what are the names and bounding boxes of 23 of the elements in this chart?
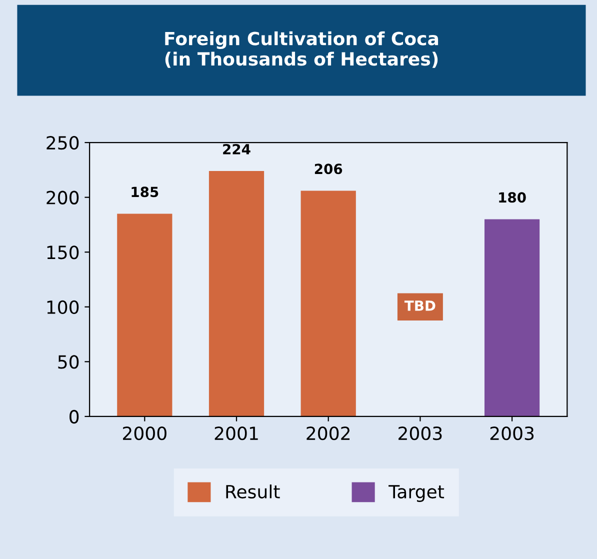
y-tick-label: 250	[46, 136, 79, 150]
x-tick-label: 2002	[306, 426, 350, 440]
y-tick-label: 200	[46, 190, 79, 204]
x-tick-label: 2001	[214, 426, 258, 440]
bar	[300, 190, 356, 416]
chart-title: Foreign Cultivation of Coca (in Thousands of Hectares)	[165, 31, 438, 68]
data-label: 185	[132, 186, 158, 198]
y-tick-label: 150	[47, 246, 79, 260]
data-label: 180	[499, 192, 526, 203]
legend-label: Target	[388, 485, 444, 502]
bar	[484, 219, 540, 416]
data-label: 206	[314, 164, 342, 174]
bar	[208, 171, 264, 416]
y-tick-label: 0	[70, 410, 79, 424]
x-tick-label: 2003	[490, 426, 534, 440]
x-tick-label: 2003	[398, 426, 442, 440]
legend-label: Result	[226, 484, 280, 498]
bar	[117, 214, 172, 416]
annotation: TBD	[404, 300, 436, 311]
y-tick-label: 50	[58, 355, 79, 369]
x-tick-label: 2000	[123, 426, 166, 440]
data-label: 224	[223, 144, 250, 154]
y-tick-label: 100	[47, 300, 79, 314]
